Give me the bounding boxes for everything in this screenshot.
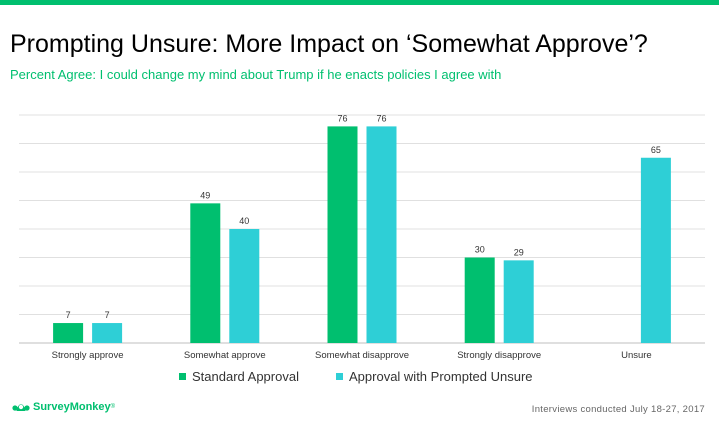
- top-accent-bar: [0, 0, 719, 5]
- chart-subtitle: Percent Agree: I could change my mind ab…: [10, 67, 502, 82]
- legend-label-standard-approval: Standard Approval: [192, 369, 299, 384]
- bar-somewhat-approve-standard: [190, 203, 221, 343]
- bar-unsure-prompted: [640, 157, 671, 343]
- data-label-strongly-disapprove-standard: 30: [475, 245, 485, 255]
- x-tick-label-unsure: Unsure: [621, 350, 652, 361]
- data-label-somewhat-approve-standard: 49: [200, 190, 210, 200]
- bar-chart: 7 7 Strongly approve 49 40 Somewhat approve 76…: [19, 113, 705, 361]
- bar-strongly-approve-standard: [53, 323, 84, 343]
- legend-item-prompted-unsure: Approval with Prompted Unsure: [336, 369, 533, 384]
- interview-date-note: Interviews conducted July 18-27, 2017: [531, 404, 705, 415]
- brand-trademark: ®: [110, 404, 116, 410]
- x-tick-label-strongly-disapprove: Strongly disapprove: [457, 350, 541, 361]
- legend-swatch-prompted-unsure: [336, 373, 343, 380]
- surveymonkey-logo: SurveyMonkey ®: [12, 400, 115, 414]
- legend-label-prompted-unsure: Approval with Prompted Unsure: [349, 369, 533, 384]
- data-label-strongly-approve-prompted: 7: [105, 310, 110, 320]
- brand-name: SurveyMonkey: [33, 401, 111, 413]
- bar-strongly-disapprove-prompted: [503, 260, 534, 343]
- data-label-somewhat-disapprove-standard: 76: [337, 113, 347, 123]
- bar-somewhat-approve-prompted: [229, 229, 260, 343]
- monkey-icon: [12, 404, 30, 411]
- bar-strongly-disapprove-standard: [464, 257, 495, 343]
- x-tick-label-strongly-approve: Strongly approve: [52, 350, 124, 361]
- x-tick-label-somewhat-disapprove: Somewhat disapprove: [315, 350, 409, 361]
- legend: Standard Approval Approval with Prompted…: [0, 369, 719, 389]
- data-label-somewhat-disapprove-prompted: 76: [376, 113, 386, 123]
- data-label-somewhat-approve-prompted: 40: [239, 216, 249, 226]
- bar-strongly-approve-prompted: [92, 323, 123, 343]
- chart-title: Prompting Unsure: More Impact on ‘Somewh…: [10, 30, 648, 58]
- bar-somewhat-disapprove-prompted: [366, 126, 397, 344]
- data-label-strongly-approve-standard: 7: [66, 310, 71, 320]
- x-tick-label-somewhat-approve: Somewhat approve: [184, 350, 266, 361]
- legend-swatch-standard-approval: [179, 373, 186, 380]
- bar-somewhat-disapprove-standard: [327, 126, 358, 344]
- data-label-unsure-prompted: 65: [651, 145, 661, 155]
- data-label-strongly-disapprove-prompted: 29: [514, 247, 524, 257]
- legend-item-standard-approval: Standard Approval: [179, 369, 299, 384]
